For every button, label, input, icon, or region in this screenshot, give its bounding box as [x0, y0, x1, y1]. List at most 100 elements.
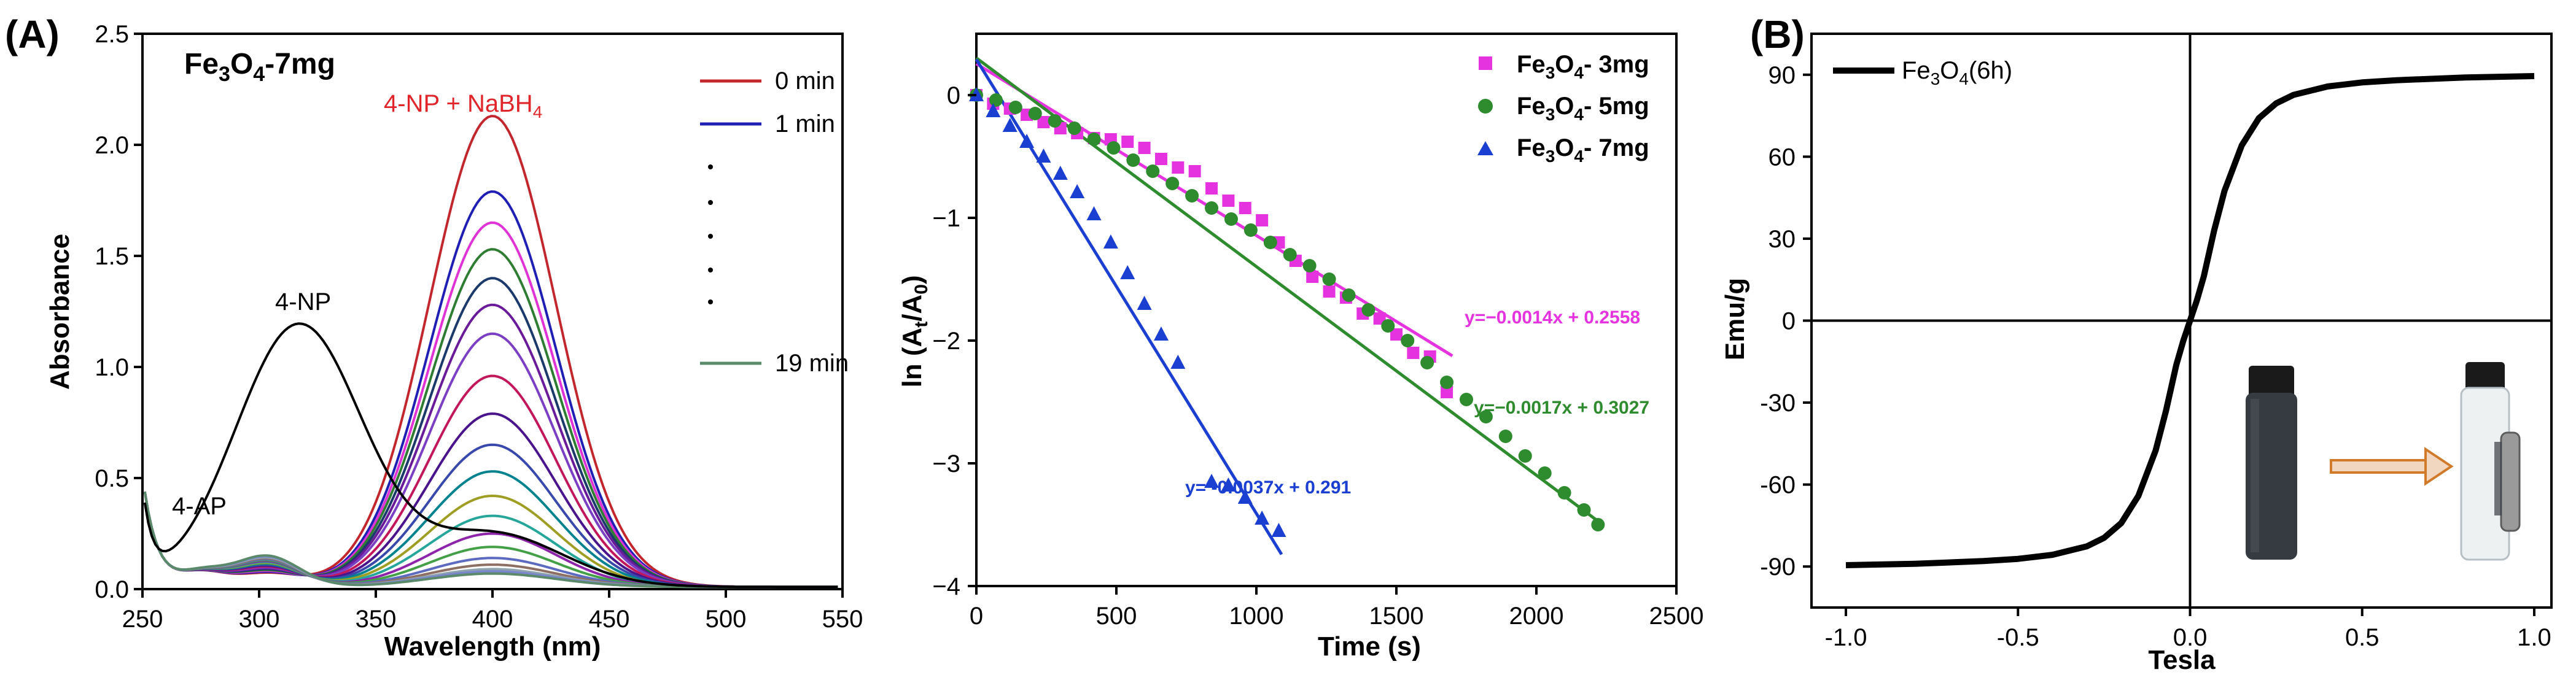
panel-label-b: (B) [1750, 12, 1805, 56]
y-tick-label: 90 [1769, 62, 1796, 89]
x-tick-label: 0.5 [2345, 624, 2379, 651]
uv-vis-ticks: 250 300 350 400 450 500 550 0.0 0.5 1.0 1.5 2.0 2.5 [95, 21, 863, 633]
y-tick-label: −2 [932, 328, 960, 355]
x-tick-label: -0.5 [1997, 624, 2039, 651]
data-point-circle [1420, 356, 1434, 369]
data-point-circle [1577, 503, 1591, 517]
kinetics-x-axis-title: Time (s) [1318, 631, 1421, 662]
spectrum-line [143, 190, 838, 588]
data-point-circle [1263, 236, 1277, 249]
uv-vis-chart: (A) 250 300 350 400 450 500 550 0.0 0.5 1.0 1.5 2.0… [5, 12, 863, 662]
data-point-triangle [1255, 511, 1270, 525]
data-point-triangle [1019, 134, 1035, 148]
y-tick-label: −1 [932, 205, 960, 232]
data-point-circle [989, 93, 1003, 107]
vial-with-magnet-icon [2460, 362, 2521, 561]
spectrum-line [143, 277, 838, 588]
x-tick-label: 400 [472, 606, 513, 633]
data-point-square [1222, 195, 1235, 207]
data-point-triangle [1237, 490, 1253, 504]
uv-vis-curves [143, 115, 838, 588]
uv-vis-x-axis-title: Wavelength (nm) [384, 631, 601, 662]
legend-label-3mg: Fe3O4- 3mg [1517, 51, 1649, 82]
legend-ellipsis-dot [708, 299, 713, 304]
data-point-triangle [1153, 326, 1169, 341]
vial-magnet-photo [2246, 362, 2521, 561]
data-point-triangle [1271, 523, 1286, 537]
arrow-right-icon [2330, 447, 2454, 486]
data-point-square [1037, 116, 1050, 128]
x-tick-label: 1.0 [2517, 624, 2551, 651]
data-point-circle [1067, 122, 1081, 135]
magnetization-ticks: -1.0 -0.5 0.0 0.5 1.0 -90 -60 -30 0 30 60 90 [1760, 62, 2551, 651]
data-point-circle [1538, 466, 1552, 480]
spectrum-line [143, 332, 838, 588]
panel-label-a: (A) [5, 12, 60, 56]
data-point-square [1154, 153, 1167, 165]
legend-ellipsis-dot [708, 200, 713, 205]
y-tick-label: 30 [1769, 226, 1796, 253]
data-point-triangle [986, 103, 1001, 117]
legend-ellipsis-dot [708, 164, 713, 169]
data-point-square [1205, 182, 1218, 195]
data-point-square [1441, 386, 1453, 398]
data-point-square [1323, 285, 1336, 298]
kinetics-y-axis-title: ln (At/A0) [897, 275, 932, 387]
data-point-circle [1107, 141, 1121, 155]
kinetics-points [969, 87, 1605, 537]
fit-equation-7mg: y= -0.0037x + 0.291 [1185, 477, 1351, 498]
legend-label-19min: 19 min [775, 350, 849, 377]
data-point-square [1188, 165, 1201, 177]
magnetization-legend: Fe3O4(6h) [1833, 57, 2012, 88]
uv-vis-legend: 0 min 1 min 19 min [700, 68, 849, 377]
data-point-circle [1185, 189, 1199, 203]
data-point-triangle [1036, 149, 1051, 163]
y-tick-label: 60 [1769, 144, 1796, 171]
data-point-triangle [1120, 265, 1135, 279]
magnetization-x-axis-title: Tesla [2148, 645, 2216, 675]
y-tick-label: -60 [1760, 472, 1796, 499]
data-point-circle [1048, 114, 1062, 128]
vial-dispersed-icon [2246, 366, 2297, 560]
data-point-triangle [1053, 166, 1068, 180]
data-point-square [1373, 312, 1386, 325]
annotation-4-ap: 4-AP [172, 493, 227, 520]
magnetization-y-axis-title: Emu/g [1720, 278, 1750, 360]
data-point-circle [1126, 153, 1140, 167]
data-point-square [1306, 271, 1319, 283]
data-point-triangle [1204, 474, 1220, 488]
magnetization-chart: (B) -1.0 -0.5 0.0 0.5 1.0 -90 -60 -30 0 30 60 90 [1720, 12, 2553, 675]
spectrum-line [143, 374, 838, 588]
kinetics-chart: 0 500 1000 1500 2000 2500 −4 −3 −2 −1 0 Fe3O4- 3mg… [897, 33, 1703, 662]
x-tick-label: 2000 [1509, 603, 1564, 630]
y-tick-label: 0.0 [95, 576, 129, 603]
data-point-circle [1165, 177, 1180, 190]
magnetization-zero-lines [1811, 34, 2551, 608]
annotation-4-np: 4-NP [275, 288, 331, 315]
kinetics-legend: Fe3O4- 3mg Fe3O4- 5mg Fe3O4- 7mg [1477, 51, 1649, 166]
magnetization-line [1845, 73, 2535, 568]
data-point-circle [1518, 449, 1532, 463]
x-tick-label: 1500 [1369, 603, 1424, 630]
legend-ellipsis-dot [708, 268, 713, 272]
data-point-square [1138, 142, 1151, 154]
data-point-square [1121, 136, 1134, 148]
data-point-circle [1361, 303, 1376, 317]
legend-label-0min: 0 min [775, 68, 835, 95]
fit-equation-3mg: y=−0.0014x + 0.2558 [1465, 307, 1640, 328]
data-point-circle [1302, 259, 1317, 272]
data-point-circle [1224, 212, 1238, 226]
data-point-triangle [1103, 234, 1118, 249]
data-point-circle [1460, 393, 1473, 406]
data-point-triangle [1002, 118, 1018, 132]
data-point-circle [1322, 272, 1336, 286]
magnetization-curves [1845, 73, 2535, 568]
x-tick-label: -1.0 [1825, 624, 1867, 651]
kinetics-ticks: 0 500 1000 1500 2000 2500 −4 −3 −2 −1 0 [932, 82, 1703, 630]
legend-marker-square [1479, 56, 1492, 70]
y-tick-label: 1.5 [95, 243, 129, 270]
x-tick-label: 0 [970, 603, 983, 630]
y-tick-label: −3 [932, 450, 960, 477]
data-point-square [1256, 214, 1269, 226]
